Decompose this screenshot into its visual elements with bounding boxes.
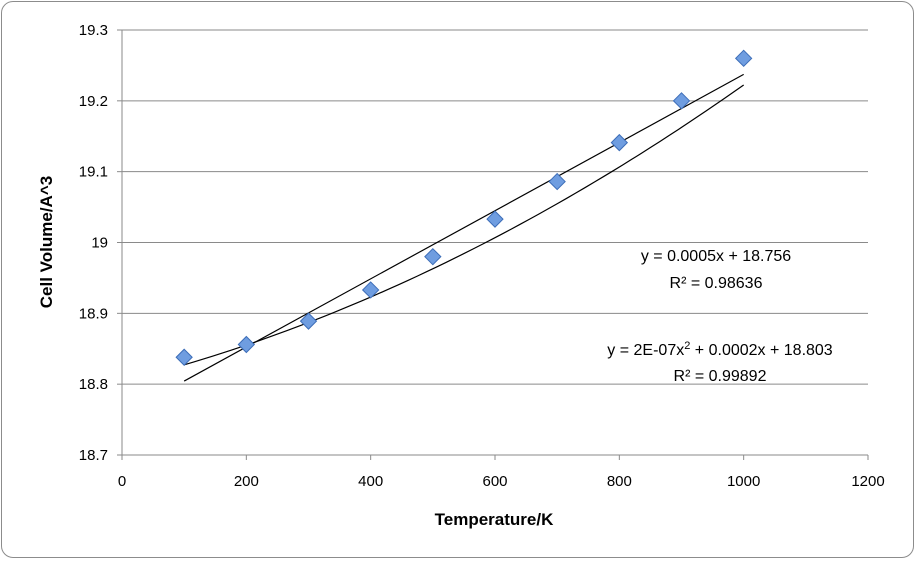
gridlines (122, 29, 868, 385)
y-tick-label: 19.3 (79, 22, 108, 39)
y-tick-label: 19.2 (79, 93, 108, 110)
polynomial-equation-label: y = 2E-07x2 + 0.0002x + 18.803 (607, 340, 833, 359)
x-tick-label: 200 (234, 473, 259, 490)
x-tick-label: 1000 (727, 473, 760, 490)
data-point (175, 348, 193, 366)
x-tick-label: 800 (607, 473, 632, 490)
linear-trendline (183, 73, 744, 382)
data-point (237, 335, 256, 354)
polynomial-trendline (183, 84, 745, 366)
axes (117, 29, 869, 460)
linear-equation-label: y = 0.0005x + 18.756 (641, 248, 791, 265)
linear-r2-label: R² = 0.98636 (670, 275, 763, 292)
x-tick-label: 400 (358, 473, 383, 490)
data-point (424, 247, 442, 266)
y-tick-label: 19 (91, 235, 108, 252)
polynomial-r2-label: R² = 0.99892 (674, 368, 767, 385)
data-point (734, 49, 753, 68)
x-tick-label: 0 (118, 473, 126, 490)
trendlines (183, 73, 745, 382)
y-tick-label: 19.1 (79, 164, 108, 181)
data-point (361, 281, 380, 299)
data-points (175, 49, 753, 366)
x-tick-label: 600 (482, 473, 507, 490)
x-axis-title: Temperature/K (435, 510, 554, 529)
data-point (486, 210, 504, 228)
y-axis-title: Cell Volume/A^3 (37, 176, 56, 308)
y-tick-label: 18.7 (79, 447, 108, 464)
y-tick-labels: 18.7 18.8 18.9 19 19.1 19.2 19.3 (79, 22, 108, 464)
data-point (548, 172, 566, 191)
y-tick-label: 18.8 (79, 376, 108, 393)
data-point (299, 312, 318, 330)
y-tick-label: 18.9 (79, 305, 108, 322)
data-point (672, 92, 691, 110)
data-point (610, 133, 629, 152)
x-tick-labels: 0 200 400 600 800 1000 1200 (118, 473, 885, 490)
x-tick-label: 1200 (851, 473, 884, 490)
